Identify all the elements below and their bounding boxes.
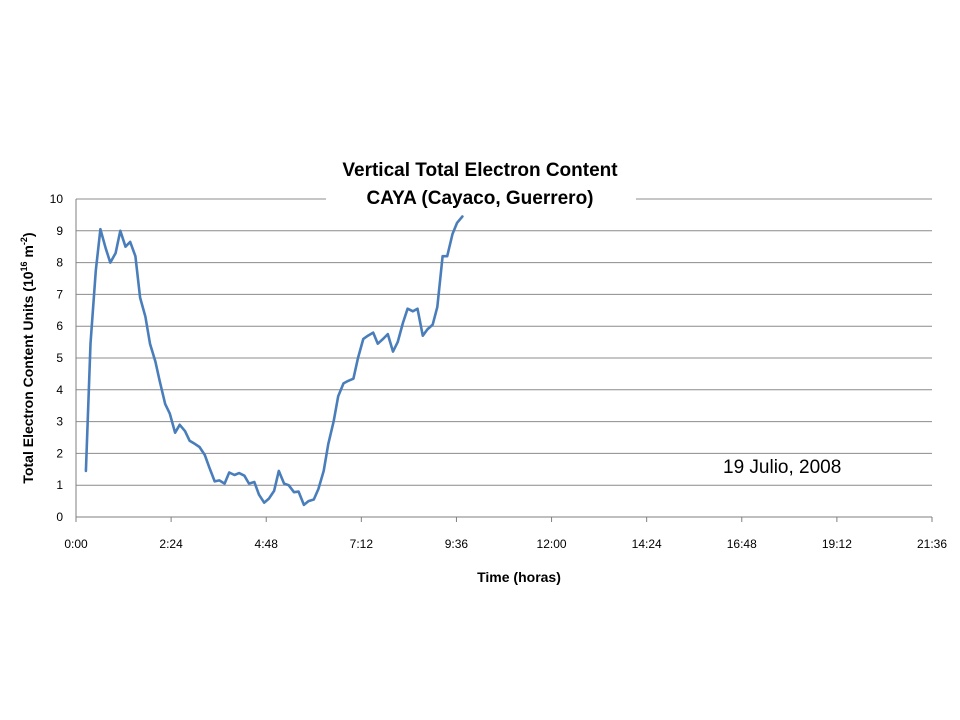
y-tick-label: 0	[56, 510, 63, 524]
title-background	[326, 150, 636, 212]
chart-subtitle: CAYA (Cayaco, Guerrero)	[366, 188, 593, 209]
y-tick-label: 8	[56, 256, 63, 270]
x-tick-label: 7:12	[350, 537, 374, 551]
x-tick-label: 0:00	[64, 537, 88, 551]
y-tick-label: 2	[56, 446, 63, 460]
y-axis-title-exponent-2: -2	[19, 237, 29, 245]
x-tick-label: 12:00	[537, 537, 567, 551]
y-axis-title-end: )	[20, 232, 36, 237]
y-tick-label: 6	[56, 319, 63, 333]
y-tick-label: 5	[56, 351, 63, 365]
y-tick-labels: 0 1 2 3 4 5 6 7 8 9 10	[50, 192, 64, 524]
y-tick-label: 10	[50, 192, 64, 206]
y-tick-label: 7	[56, 287, 63, 301]
y-axis-title-exponent-1: 16	[19, 261, 29, 271]
x-tick-labels: 0:00 2:24 4:48 7:12 9:36 12:00 14:24 16:48 19:12…	[64, 517, 947, 551]
x-tick-label: 9:36	[445, 537, 469, 551]
x-tick-label: 4:48	[255, 537, 279, 551]
series-line-0	[84, 215, 464, 507]
y-tick-label: 9	[56, 224, 63, 238]
y-tick-label: 1	[56, 478, 63, 492]
x-tick-label: 16:48	[727, 537, 757, 551]
series-group	[84, 215, 464, 507]
x-axis-title: Time (horas)	[477, 569, 561, 585]
y-axis-title-base: Total Electron Content Units (10	[20, 271, 36, 483]
y-tick-label: 3	[56, 415, 63, 429]
y-axis-title: Total Electron Content Units (1016 m-2)	[19, 232, 36, 483]
date-annotation: 19 Julio, 2008	[723, 457, 841, 478]
y-axis-title-mid: m	[20, 245, 36, 261]
gridlines	[76, 198, 932, 486]
y-tick-label: 4	[56, 383, 63, 397]
x-tick-label: 19:12	[822, 537, 852, 551]
x-tick-label: 21:36	[917, 537, 947, 551]
x-tick-label: 14:24	[632, 537, 662, 551]
chart-title: Vertical Total Electron Content	[342, 160, 618, 181]
x-tick-label: 2:24	[159, 537, 183, 551]
